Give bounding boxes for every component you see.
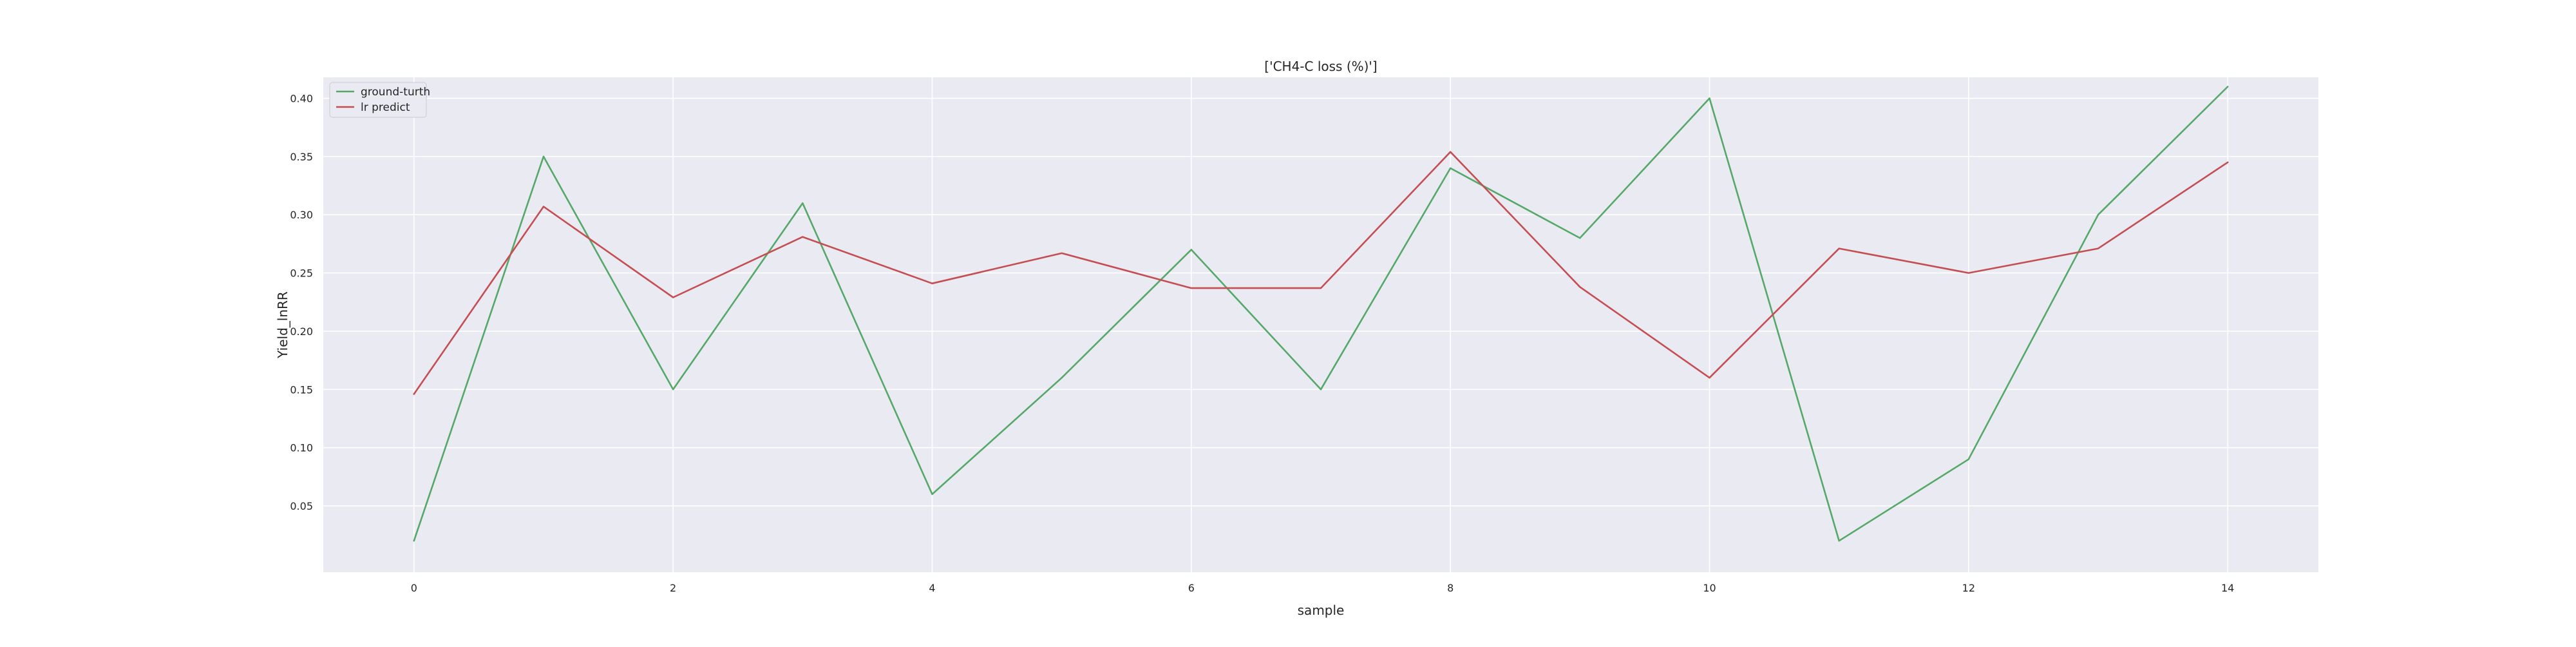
- series-line-lr-predict: [413, 151, 2229, 395]
- tick-labels: 0 2 4 6 8 10 12 14 0.05 0.10 0.15 0.20 0.25 0.30 0.35 0…: [290, 93, 2234, 594]
- y-axis-label: Yield_lnRR: [275, 291, 290, 359]
- legend: ground-turth lr predict: [329, 82, 430, 118]
- x-tick-label: 10: [1703, 582, 1716, 594]
- y-tick-label: 0.05: [290, 500, 313, 512]
- legend-label-ground-truth: ground-turth: [361, 86, 430, 99]
- series-line-ground-truth: [413, 86, 2229, 542]
- x-tick-label: 0: [411, 582, 417, 594]
- chart-title: ['CH4-C loss (%)']: [1264, 59, 1377, 74]
- x-tick-label: 12: [1962, 582, 1975, 594]
- series-lines: [413, 86, 2229, 542]
- x-tick-label: 6: [1188, 582, 1195, 594]
- y-tick-label: 0.10: [290, 442, 313, 454]
- legend-label-lr-predict: lr predict: [361, 101, 410, 114]
- y-tick-label: 0.25: [290, 267, 313, 280]
- y-tick-label: 0.15: [290, 383, 313, 396]
- y-tick-label: 0.20: [290, 325, 313, 338]
- x-tick-label: 2: [670, 582, 676, 594]
- x-tick-label: 4: [929, 582, 935, 594]
- x-tick-label: 14: [2221, 582, 2234, 594]
- plot-area: [323, 77, 2318, 572]
- y-tick-label: 0.30: [290, 209, 313, 221]
- x-axis-label: sample: [1298, 603, 1345, 618]
- grid-lines: [323, 77, 2318, 572]
- y-tick-label: 0.40: [290, 93, 313, 105]
- y-tick-label: 0.35: [290, 151, 313, 163]
- x-tick-label: 8: [1447, 582, 1454, 594]
